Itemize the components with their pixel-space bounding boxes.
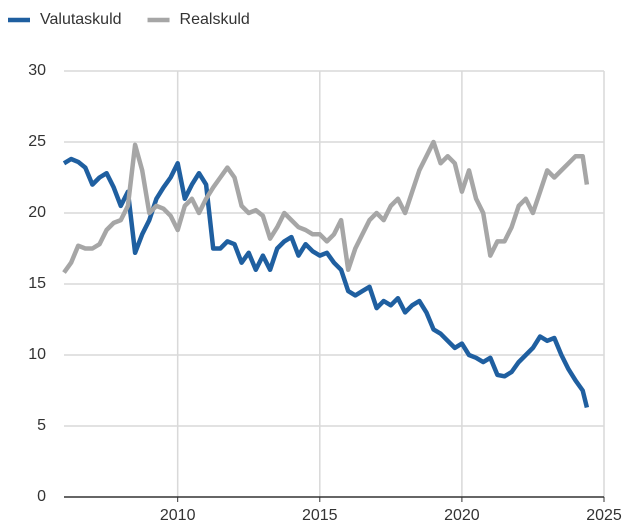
y-tick-label: 25 [28,133,46,150]
x-tick-label: 2025 [586,507,622,524]
y-tick-label: 20 [28,204,46,221]
line-series [62,139,590,274]
y-tick-label: 10 [28,346,46,363]
legend-label: Realskuld [180,11,250,28]
y-tick-label: 15 [28,275,46,292]
y-tick-label: 30 [28,62,46,79]
legend-label: Valutaskuld [40,11,122,28]
y-tick-label: 5 [37,417,46,434]
y-tick-label: 0 [37,488,46,505]
x-tick-label: 2020 [444,507,480,524]
x-tick-label: 2010 [160,507,196,524]
x-tick-label: 2015 [302,507,338,524]
